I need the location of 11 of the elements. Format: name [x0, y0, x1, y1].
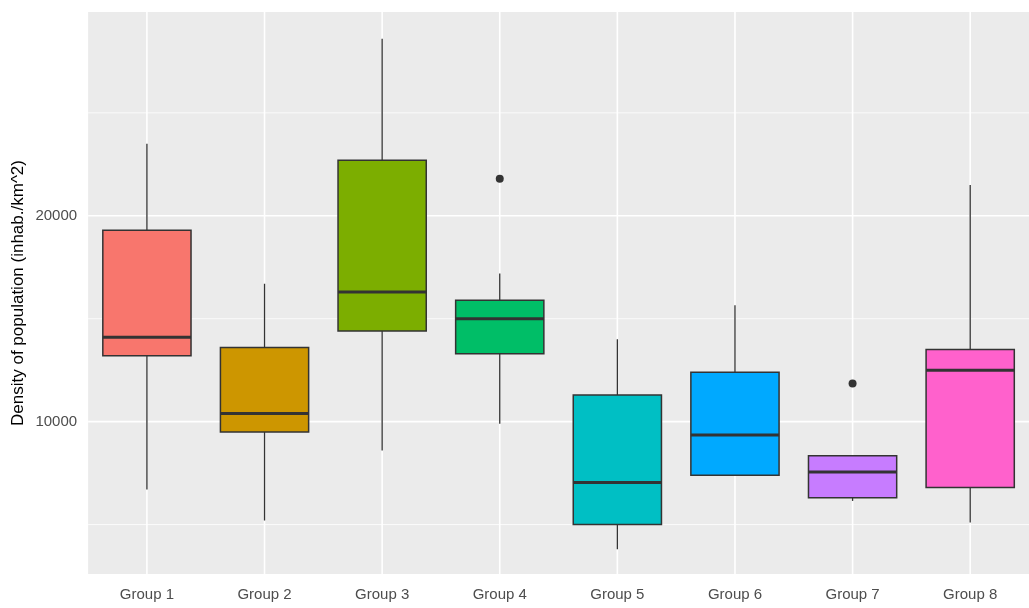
- x-tick-label: Group 4: [472, 585, 527, 603]
- x-tick-label: Group 7: [825, 585, 880, 603]
- x-tick-label: Group 6: [707, 585, 763, 603]
- x-tick-label: Group 3: [355, 585, 410, 603]
- x-tick-label: Group 2: [237, 585, 292, 603]
- x-tick-label: Group 1: [119, 585, 175, 603]
- y-axis-title: Density of population (inhab./km^2): [7, 160, 27, 426]
- x-tick-label: Group 5: [590, 585, 645, 603]
- y-tick-label: 20000: [35, 205, 78, 223]
- y-tick-label: 10000: [35, 411, 78, 429]
- x-tick-label: Group 8: [943, 585, 998, 603]
